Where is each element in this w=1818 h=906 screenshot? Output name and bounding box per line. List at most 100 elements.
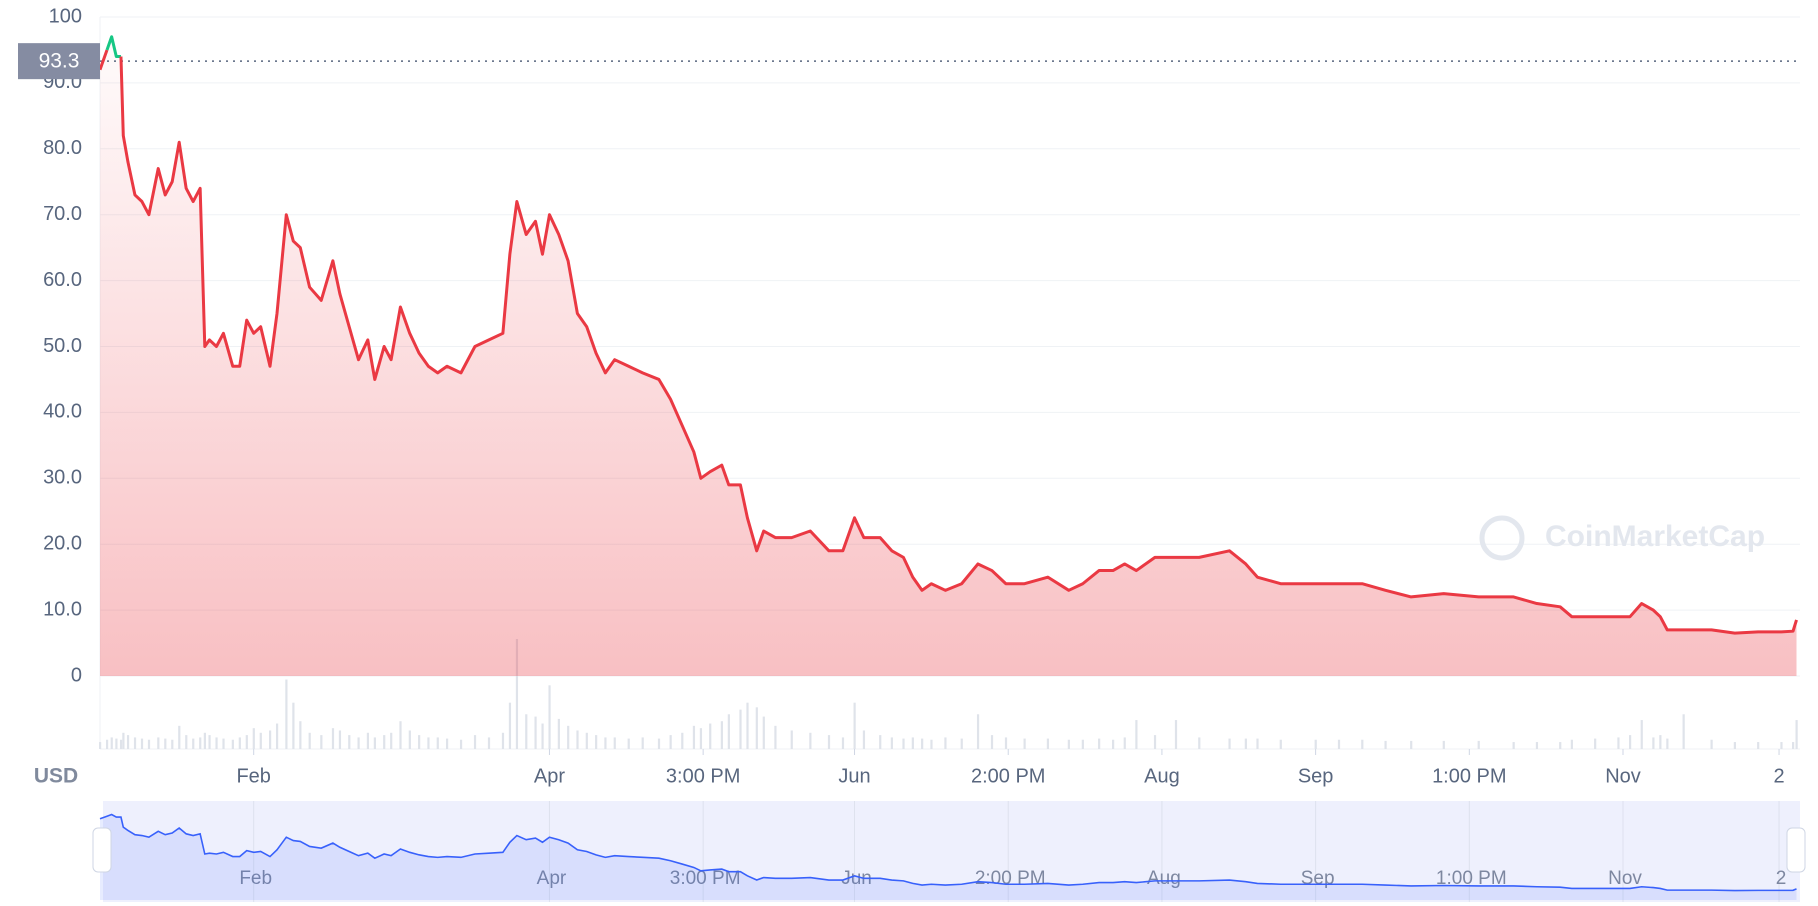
volume-bar — [879, 735, 882, 749]
volume-bar — [1410, 740, 1413, 749]
volume-bar — [418, 735, 421, 749]
volume-bar — [595, 735, 598, 749]
volume-bar — [576, 730, 579, 749]
volume-bar — [699, 728, 703, 749]
volume-bar — [222, 738, 225, 749]
volume-bar — [1780, 742, 1783, 749]
x-tick-label: Jun — [838, 765, 870, 787]
volume-bar — [259, 732, 262, 749]
volume-bar — [1081, 739, 1084, 749]
volume-bar — [1795, 720, 1798, 749]
volume-bar — [390, 732, 393, 749]
volume-bar — [383, 735, 386, 749]
volume-bar — [1004, 737, 1008, 749]
navigator-tick-label: Apr — [537, 868, 567, 889]
volume-bar — [739, 709, 742, 749]
volume-bar — [809, 732, 812, 749]
volume-bar — [1337, 739, 1341, 749]
volume-bar — [709, 723, 712, 749]
volume-bar — [487, 737, 491, 749]
volume-bar — [252, 728, 255, 749]
x-tick-label: 2 — [1773, 765, 1784, 787]
volume-bar — [567, 725, 570, 749]
volume-bar — [1594, 738, 1597, 749]
navigator-line — [99, 813, 1797, 892]
reference-label: 93.3 — [39, 50, 80, 73]
volume-bar — [774, 725, 777, 749]
volume-bar — [541, 723, 544, 749]
volume-bar — [1279, 739, 1282, 749]
volume-bar — [1174, 720, 1178, 749]
volume-bar — [841, 737, 845, 749]
y-tick-label: 70.0 — [43, 203, 82, 225]
area-fill — [100, 36, 1797, 676]
volume-bar — [790, 730, 793, 749]
volume-bar — [902, 738, 905, 749]
volume-bar — [692, 725, 696, 749]
volume-bar — [338, 730, 342, 749]
volume-bar — [515, 639, 519, 749]
y-tick-label: 30.0 — [43, 467, 82, 489]
volume-bar — [1046, 738, 1050, 749]
price-line — [105, 35, 121, 59]
volume-bar — [1067, 739, 1070, 749]
volume-bar — [755, 707, 758, 749]
volume-bar — [921, 738, 924, 749]
volume-bar — [669, 735, 672, 749]
plot — [99, 16, 1800, 750]
y-tick-label: 40.0 — [43, 401, 82, 423]
volume-bar — [122, 732, 125, 749]
y-tick-label: 10.0 — [43, 598, 82, 620]
volume-bar — [1512, 742, 1515, 749]
volume-bar — [238, 737, 241, 749]
currency-label: USD — [34, 765, 78, 788]
navigator-tick-label: 2 — [1776, 868, 1787, 889]
volume-bar — [357, 737, 360, 749]
y-tick-label: 50.0 — [43, 335, 82, 357]
navigator-handle[interactable] — [92, 827, 112, 873]
volume-bar — [976, 714, 980, 749]
navigator-handle[interactable] — [1786, 827, 1806, 873]
volume-bar — [911, 737, 914, 749]
volume-bar — [944, 737, 947, 749]
volume-bar — [171, 739, 174, 749]
navigator-tick-label: 1:00 PM — [1436, 868, 1507, 889]
navigator-tick-label: 3:00 PM — [670, 868, 741, 889]
volume-bar — [178, 725, 181, 749]
navigator-tick-label: Jun — [841, 868, 872, 889]
volume-bar — [320, 735, 323, 749]
volume-bar — [473, 735, 477, 749]
x-tick-label: Apr — [534, 765, 565, 787]
x-tick-label: 2:00 PM — [971, 765, 1045, 787]
volume-bar — [641, 737, 644, 749]
volume-bar — [1629, 735, 1632, 749]
volume-bar — [1652, 737, 1655, 749]
volume-bar — [199, 737, 202, 749]
volume-bar — [1792, 742, 1795, 749]
volume-bar — [269, 730, 272, 749]
volume-bar — [1477, 740, 1480, 749]
volume-bar — [348, 735, 351, 749]
volume-bar — [1228, 738, 1231, 749]
volume-bar — [727, 714, 730, 749]
volume-bar — [1314, 739, 1317, 749]
volume-bar — [427, 737, 430, 749]
watermark-logo — [1479, 515, 1525, 561]
volume-bar — [890, 737, 893, 749]
volume-bar — [746, 702, 749, 749]
volume-bar — [762, 716, 765, 749]
navigator-tick-label: Nov — [1608, 868, 1642, 889]
price-line — [98, 49, 109, 71]
volume-bar — [548, 685, 551, 749]
navigator-tick-label: Feb — [239, 868, 272, 889]
volume-bar — [292, 702, 295, 749]
volume-bar — [299, 721, 302, 749]
y-tick-label: 20.0 — [43, 532, 82, 554]
x-tick-label: Sep — [1298, 765, 1334, 787]
volume-bar — [140, 738, 144, 749]
y-tick-label: 80.0 — [43, 137, 82, 159]
volume-bar — [604, 737, 607, 749]
volume-bar — [459, 739, 463, 749]
volume-bar — [1682, 714, 1685, 749]
